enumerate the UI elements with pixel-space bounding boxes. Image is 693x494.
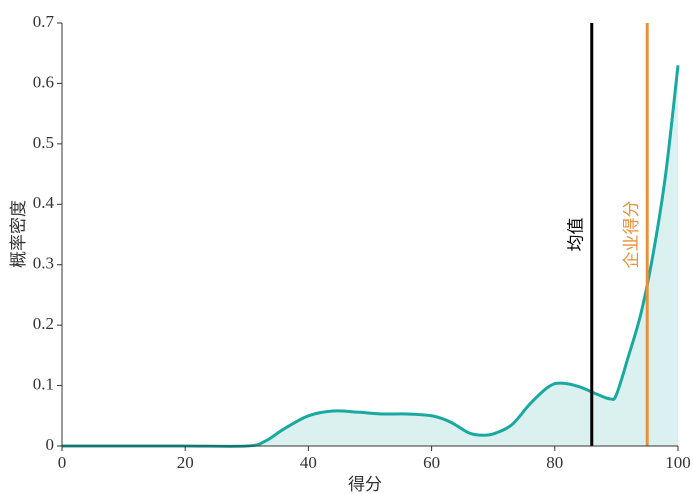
- x-tick-label: 20: [177, 453, 194, 472]
- x-tick-label: 40: [300, 453, 317, 472]
- x-tick-label: 0: [58, 453, 67, 472]
- y-tick-label: 0.4: [33, 193, 55, 212]
- y-tick-label: 0.1: [33, 374, 54, 393]
- y-tick-label: 0.2: [33, 314, 54, 333]
- y-tick-label: 0.6: [33, 72, 54, 91]
- x-tick-label: 80: [546, 453, 563, 472]
- y-axis-label: 概率密度: [9, 200, 28, 268]
- density-line: [61, 65, 680, 448]
- area-fill: [62, 65, 678, 447]
- x-axis-label: 得分: [348, 475, 382, 494]
- marker-label: 企业得分: [622, 201, 641, 269]
- y-tick-label: 0.3: [33, 254, 54, 273]
- y-tick-label: 0.7: [33, 12, 55, 31]
- marker-label: 均值: [567, 218, 586, 252]
- x-tick-label: 100: [665, 453, 691, 472]
- x-tick-label: 60: [423, 453, 440, 472]
- y-tick-label: 0: [46, 435, 55, 454]
- y-tick-label: 0.5: [33, 133, 54, 152]
